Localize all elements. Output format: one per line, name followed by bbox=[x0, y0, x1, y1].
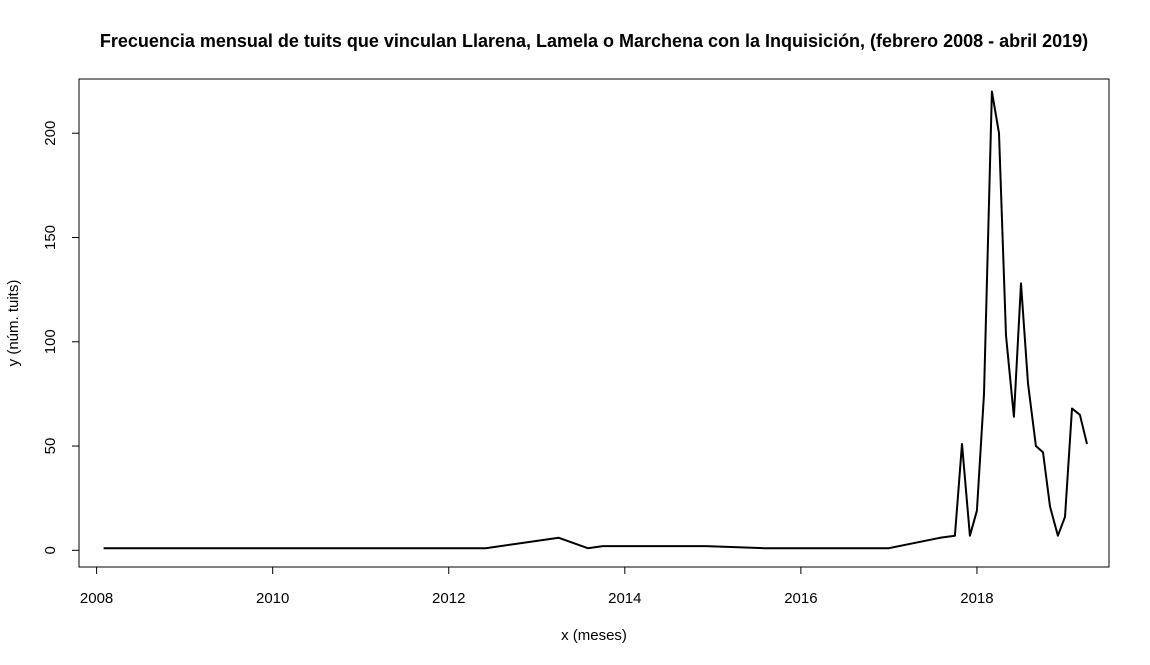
y-tick-label: 150 bbox=[42, 225, 59, 250]
y-tick-label: 50 bbox=[42, 438, 59, 455]
x-tick-label: 2012 bbox=[432, 590, 465, 607]
chart-title: Frecuencia mensual de tuits que vinculan… bbox=[100, 31, 1088, 51]
y-tick-label: 200 bbox=[42, 121, 59, 146]
y-tick-label: 0 bbox=[42, 546, 59, 554]
x-axis-label: x (meses) bbox=[561, 627, 627, 644]
y-axis-label: y (núm. tuits) bbox=[5, 280, 22, 367]
x-tick-label: 2014 bbox=[608, 590, 641, 607]
x-tick-label: 2010 bbox=[256, 590, 289, 607]
x-tick-label: 2016 bbox=[784, 590, 817, 607]
x-axis: 2008 2010 2012 2014 2016 2018 bbox=[80, 566, 994, 607]
y-tick-label: 100 bbox=[42, 329, 59, 354]
series-layer bbox=[103, 90, 1088, 550]
plot-frame bbox=[78, 78, 1110, 568]
series-line bbox=[103, 90, 1088, 550]
x-tick-label: 2008 bbox=[80, 590, 113, 607]
y-axis: 0 50 100 150 200 bbox=[42, 121, 80, 554]
x-tick-label: 2018 bbox=[960, 590, 993, 607]
